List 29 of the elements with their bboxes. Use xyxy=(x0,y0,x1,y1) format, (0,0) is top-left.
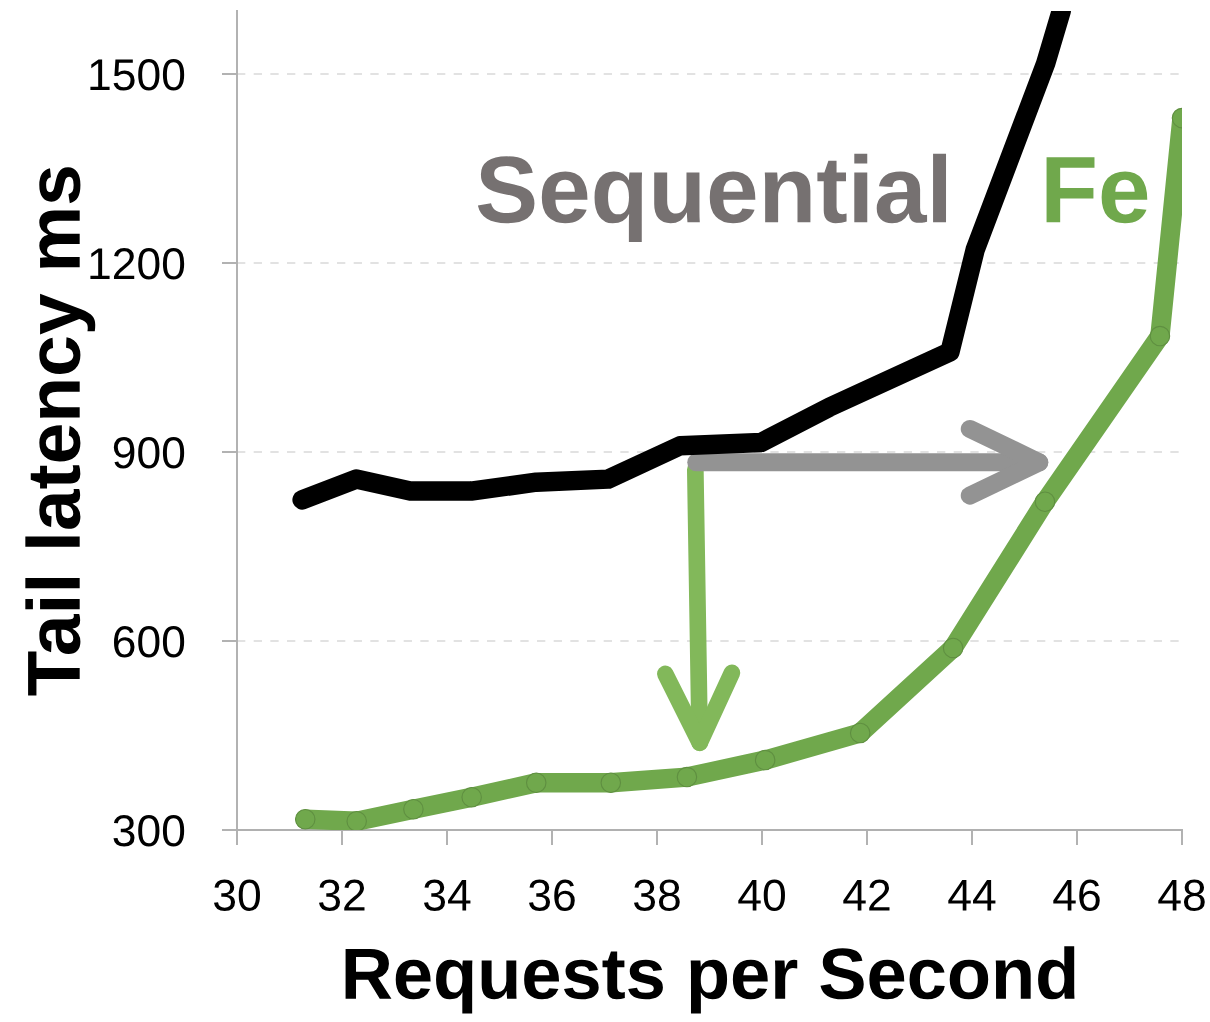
point xyxy=(461,786,482,808)
x-tick-label: 32 xyxy=(318,879,365,911)
series-label: Fe xyxy=(1046,157,1148,224)
x-tick-label: 30 xyxy=(213,879,260,911)
series-label: Sequential xyxy=(477,153,947,242)
x-tick-label: 38 xyxy=(633,879,680,911)
x-tick-label: 44 xyxy=(948,879,996,911)
point xyxy=(1034,491,1056,513)
point xyxy=(525,772,547,794)
point xyxy=(403,798,424,820)
x-tick-label: 46 xyxy=(1053,879,1100,911)
x-tick-label: 48 xyxy=(1158,879,1205,911)
point xyxy=(754,749,776,771)
x-tick-label: 42 xyxy=(843,879,890,911)
point xyxy=(600,772,622,794)
y-tick-label: 1500 xyxy=(90,59,185,91)
y-tick-label: 900 xyxy=(113,437,185,469)
y-tick-label: 300 xyxy=(113,815,185,847)
y-tick-label: 600 xyxy=(114,626,185,658)
point xyxy=(942,637,964,659)
point xyxy=(849,722,871,744)
x-tick-label: 34 xyxy=(423,879,471,911)
x-axis-title: Requests per Second xyxy=(345,946,1075,1014)
x-tick-label: 36 xyxy=(528,879,575,911)
point xyxy=(346,810,367,830)
x-tick-label: 40 xyxy=(738,879,785,911)
point xyxy=(676,766,698,788)
point xyxy=(1149,325,1171,347)
point xyxy=(294,809,316,830)
